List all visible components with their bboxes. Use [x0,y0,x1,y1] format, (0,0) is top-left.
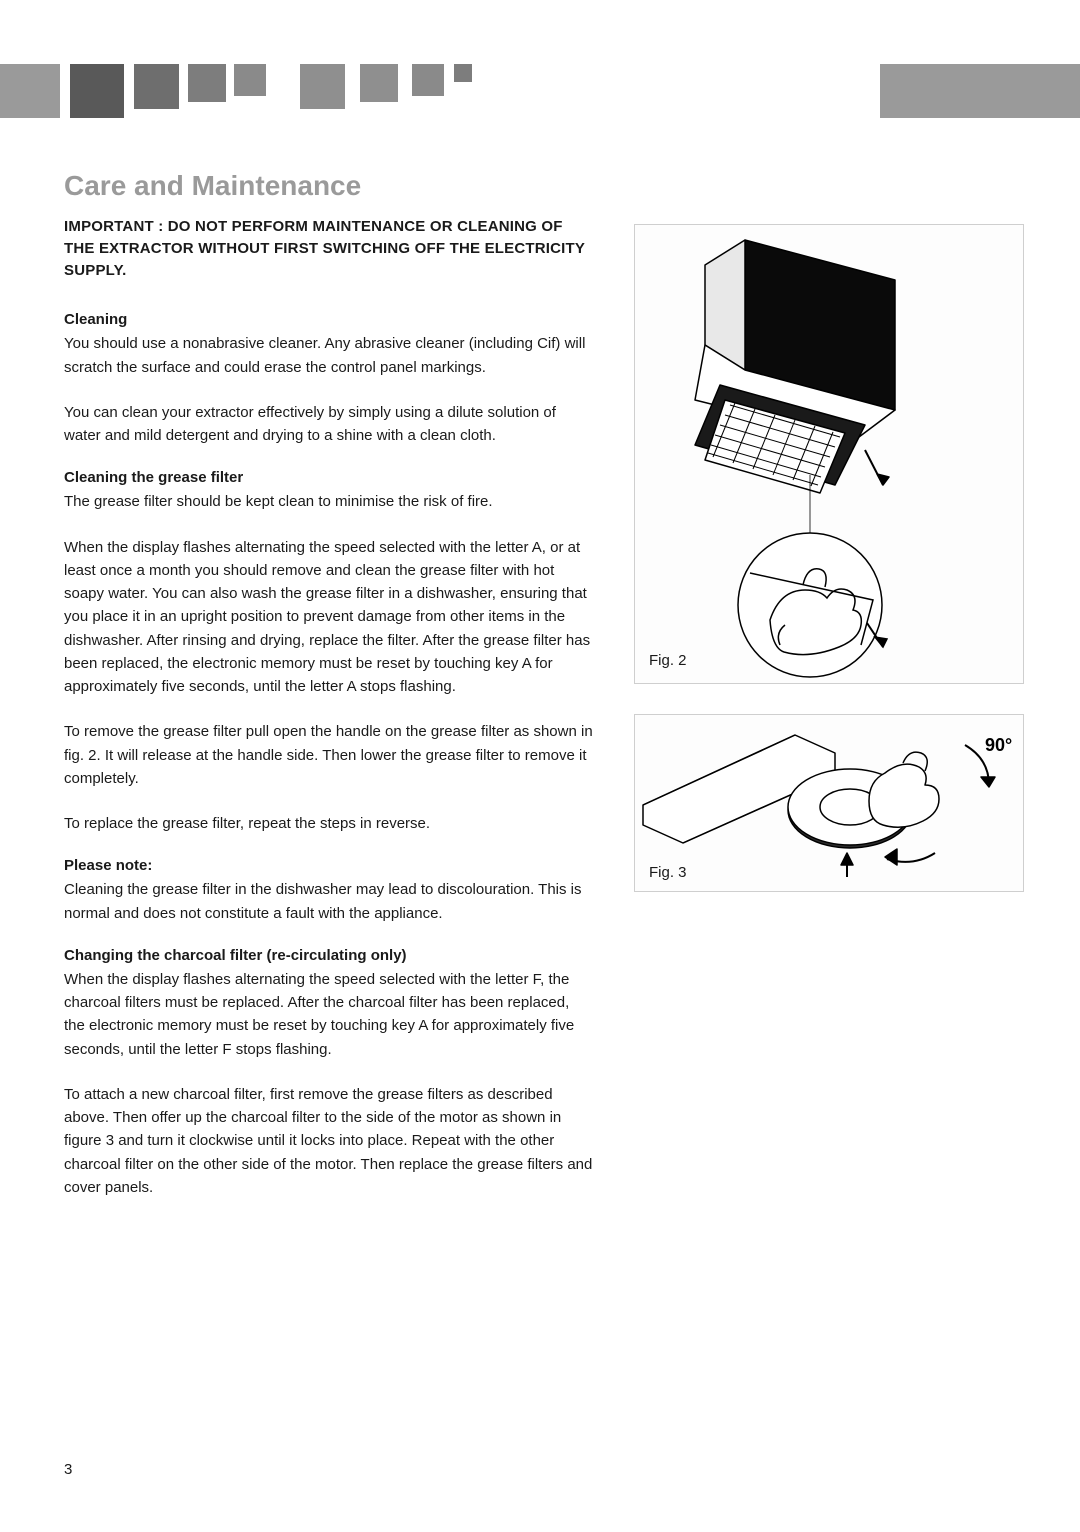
banner-square [360,64,398,102]
banner-left-bar [0,64,60,118]
page-content: Care and Maintenance IMPORTANT : DO NOT … [64,170,1024,1221]
figure-3-label: Fig. 3 [649,864,687,881]
banner-square [70,64,124,118]
banner-right-bar [880,64,1080,118]
figure-3-illustration: 90° [635,715,1025,893]
text-column: IMPORTANT : DO NOT PERFORM MAINTENANCE O… [64,216,594,1221]
body-text: To remove the grease filter pull open th… [64,720,594,790]
body-text: You should use a nonabrasive cleaner. An… [64,332,594,379]
figure-2-illustration [635,225,1025,685]
banner-square [234,64,266,96]
section-heading-cleaning: Cleaning [64,311,594,328]
banner-square [412,64,444,96]
body-text: Cleaning the grease filter in the dishwa… [64,878,594,925]
body-text: To attach a new charcoal filter, first r… [64,1083,594,1199]
figure-column: Fig. 2 [634,224,1024,892]
banner-square [188,64,226,102]
body-text: When the display flashes alternating the… [64,968,594,1061]
body-text: To replace the grease filter, repeat the… [64,812,594,835]
banner-square [134,64,179,109]
figure-2-label: Fig. 2 [649,652,687,669]
page-title: Care and Maintenance [64,170,1024,202]
section-heading-note: Please note: [64,857,594,874]
body-text: When the display flashes alternating the… [64,536,594,699]
page-number: 3 [64,1461,72,1478]
section-heading-charcoal: Changing the charcoal filter (re-circula… [64,947,594,964]
section-heading-grease: Cleaning the grease filter [64,469,594,486]
body-text: The grease filter should be kept clean t… [64,490,594,513]
banner-square [300,64,345,109]
top-banner [0,64,1080,118]
body-text: You can clean your extractor effectively… [64,401,594,448]
important-warning: IMPORTANT : DO NOT PERFORM MAINTENANCE O… [64,216,594,281]
figure-3: 90° Fig. 3 [634,714,1024,892]
figure-3-angle-text: 90° [985,735,1012,755]
figure-2: Fig. 2 [634,224,1024,684]
banner-square [454,64,472,82]
